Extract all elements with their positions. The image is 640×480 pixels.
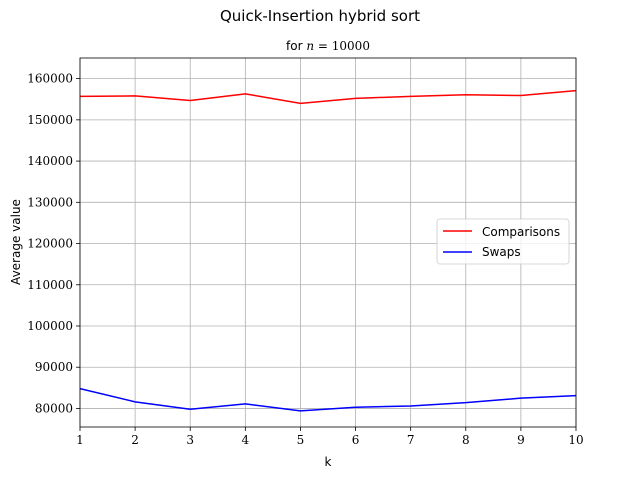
axis-ticks: 1 2 3 4 5 6 7 8 9 10 80000 90000 100000 110000 120000 1… [27, 72, 583, 447]
subtitle-value: 10000 [332, 39, 370, 53]
subtitle-variable: n [306, 39, 314, 53]
y-axis-label: Average value [9, 199, 23, 285]
series-line-comparisons [79, 89, 577, 105]
x-tick-label: 6 [352, 433, 360, 447]
x-tick-label: 10 [568, 433, 583, 447]
x-tick-label: 9 [517, 433, 525, 447]
x-tick-label: 2 [131, 433, 139, 447]
chart-subtitle: for n = 10000 [286, 39, 370, 53]
x-tick-label: 8 [462, 433, 470, 447]
legend-label-swaps: Swaps [482, 245, 521, 259]
grid [79, 58, 577, 427]
y-tick-label: 120000 [27, 237, 73, 251]
y-tick-label: 100000 [27, 319, 73, 333]
series-lines [79, 89, 577, 412]
legend: Comparisons Swaps [436, 218, 570, 265]
x-axis-label: k [325, 455, 332, 469]
y-tick-label: 160000 [27, 72, 73, 86]
y-tick-label: 150000 [27, 113, 73, 127]
x-tick-label: 3 [186, 433, 194, 447]
chart-title: Quick-Insertion hybrid sort [220, 7, 420, 25]
series-line-swaps [79, 387, 577, 412]
x-tick-label: 5 [297, 433, 305, 447]
y-tick-label: 130000 [27, 195, 73, 209]
y-tick-label: 80000 [35, 401, 73, 415]
subtitle-prefix: for [286, 39, 306, 53]
x-tick-label: 4 [242, 433, 250, 447]
legend-label-comparisons: Comparisons [482, 225, 560, 239]
y-tick-label: 110000 [27, 278, 73, 292]
y-tick-label: 140000 [27, 154, 73, 168]
x-tick-label: 7 [407, 433, 415, 447]
plot-frame [79, 57, 577, 428]
x-tick-label: 1 [76, 433, 84, 447]
y-tick-label: 90000 [35, 360, 73, 374]
subtitle-relation: = [314, 39, 332, 53]
